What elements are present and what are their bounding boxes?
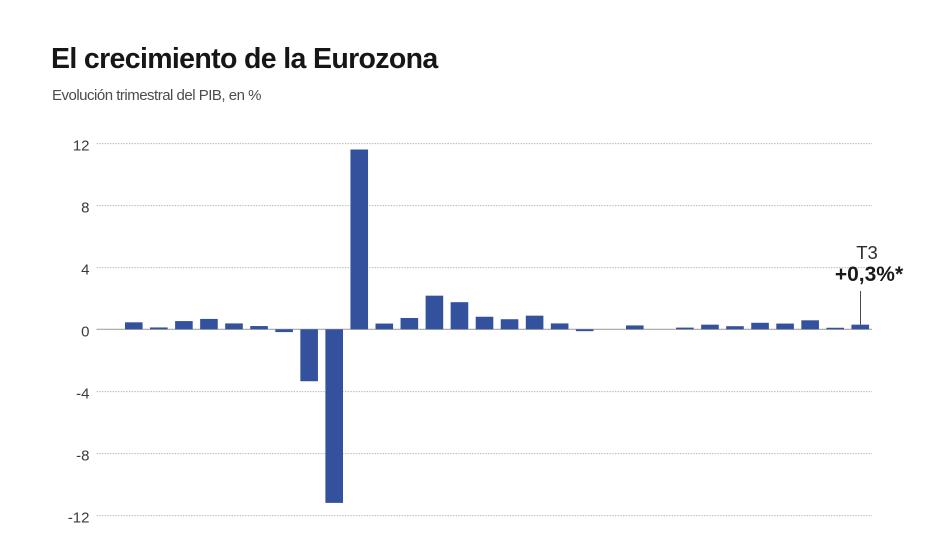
svg-text:4: 4 xyxy=(81,262,89,279)
svg-text:-12: -12 xyxy=(68,510,90,527)
svg-text:-4: -4 xyxy=(76,386,89,403)
svg-text:+0,3%*: +0,3%* xyxy=(835,263,904,286)
svg-text:8: 8 xyxy=(81,200,89,217)
svg-text:T3: T3 xyxy=(856,242,878,263)
svg-text:0: 0 xyxy=(81,324,89,341)
svg-text:12: 12 xyxy=(73,138,90,155)
svg-text:-8: -8 xyxy=(76,448,89,465)
